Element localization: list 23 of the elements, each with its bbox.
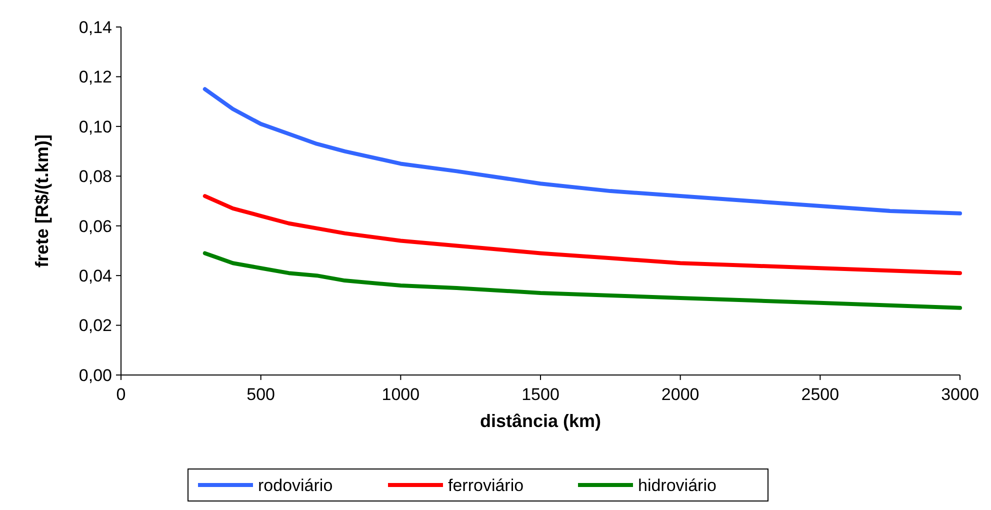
line-series [202,251,962,310]
y-tick-label: 0,10 [78,117,112,136]
line-series [202,194,962,276]
x-tick-label: 3000 [941,385,979,404]
x-tick-label: 2000 [661,385,700,404]
y-tick-label: 0,08 [78,167,112,186]
legend-label: ferroviário [448,476,524,495]
y-tick-label: 0,00 [78,366,112,385]
legend-label: hidroviário [638,476,716,495]
y-axis-title: frete [R$/(t.km)] [32,134,52,268]
x-tick-label: 1500 [522,385,560,404]
y-tick-label: 0,14 [78,18,112,37]
x-tick-label: 500 [246,385,276,404]
y-tick-label: 0,12 [78,68,112,87]
line-series [202,87,962,216]
x-tick-label: 0 [116,385,126,404]
y-tick-label: 0,02 [78,316,112,336]
x-tick-label: 2500 [801,385,840,404]
y-tick-label: 0,06 [78,216,112,236]
x-tick-label: 1000 [382,385,420,404]
y-tick-label: 0,04 [78,266,112,286]
legend-label: rodoviário [258,476,333,495]
x-axis-title: distância (km) [480,411,602,431]
